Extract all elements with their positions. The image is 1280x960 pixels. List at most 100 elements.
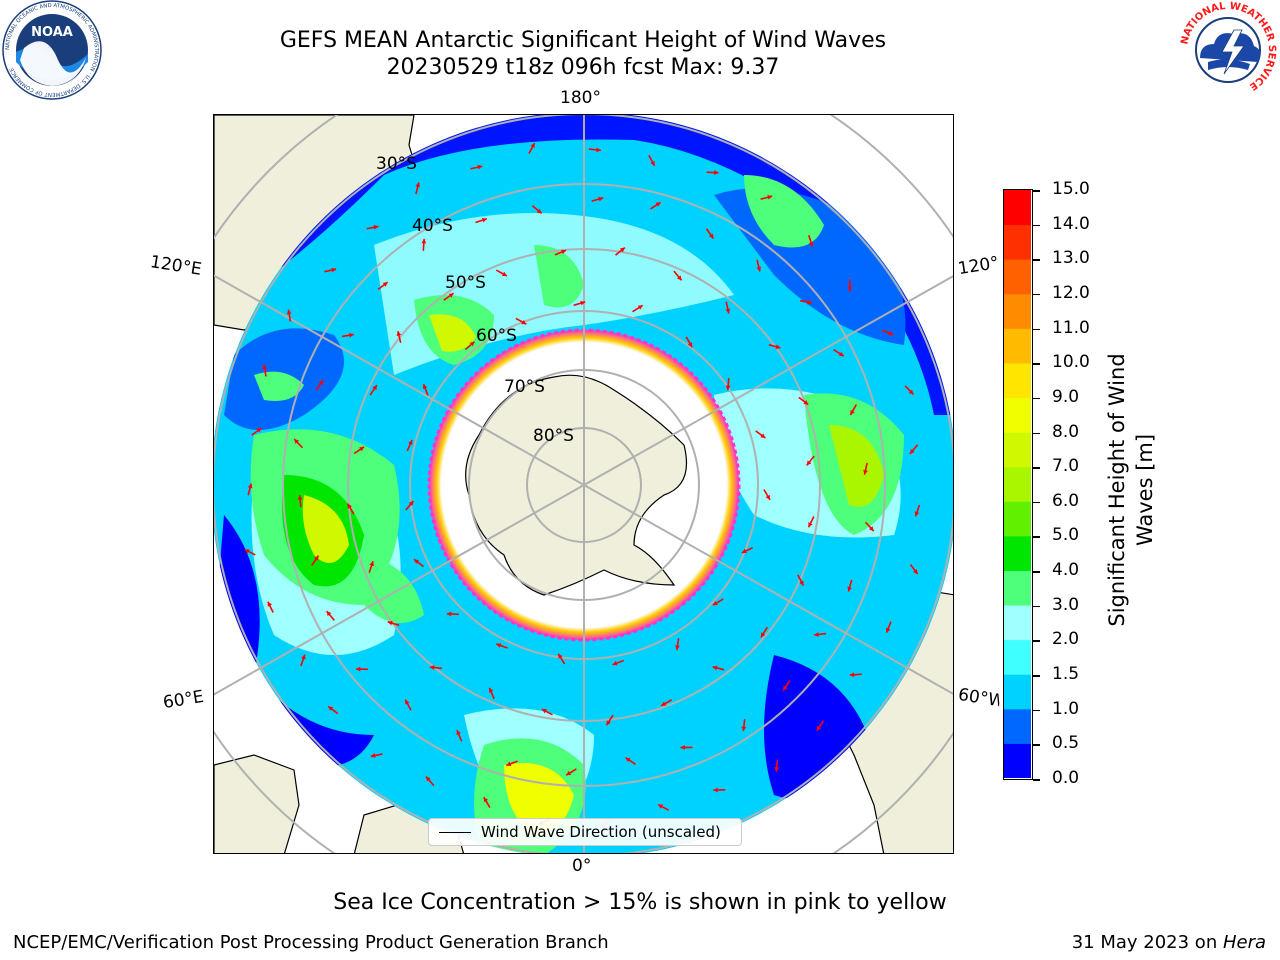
colorbar-tick-label: 5.0 <box>1052 525 1080 546</box>
wave-arrow-head <box>496 643 502 648</box>
wave-arrow-head <box>675 645 680 650</box>
colorbar-tick-label: 2.0 <box>1052 629 1080 650</box>
wave-arrow-head <box>885 627 891 633</box>
map-title: GEFS MEAN Antarctic Significant Height o… <box>279 28 887 53</box>
wave-arrow-head <box>267 601 272 607</box>
wave-arrow-head <box>913 569 918 575</box>
wave-arrow-head <box>712 665 718 671</box>
colorbar-band <box>1004 259 1031 295</box>
wave-arrow-head <box>725 308 731 314</box>
colorbar-tick <box>1033 190 1040 192</box>
wave-arrow-head <box>396 331 402 336</box>
wave-arrow-head <box>294 439 299 444</box>
wave-arrow-head <box>501 271 507 276</box>
wave-arrow-head <box>456 730 461 736</box>
wave-arrow-head <box>606 720 611 726</box>
wave-arrow-head <box>775 344 781 350</box>
wave-arrow-head <box>326 611 332 617</box>
wave-arrow-head <box>625 757 631 763</box>
colorbar-tick-label: 10.0 <box>1052 352 1090 373</box>
wave-arrow-head <box>712 600 718 606</box>
graticule <box>214 115 953 853</box>
colorbar-band <box>1004 293 1031 329</box>
wave-arrow-head <box>541 709 547 714</box>
wave-arrow-head <box>318 380 324 386</box>
wind-wave-arrows <box>244 142 921 829</box>
colorbar-band <box>1004 674 1031 710</box>
colorbar-tick <box>1033 467 1040 469</box>
colorbar-tick <box>1033 536 1040 538</box>
wave-arrow-head <box>619 247 625 253</box>
wave-arrow-head <box>488 687 494 693</box>
wave-arrow-head <box>847 586 852 592</box>
map-panel: 30°S 40°S 50°S 60°S 70°S 80°S <box>213 114 954 854</box>
colorbar-band <box>1004 190 1031 226</box>
footer-machine: Hera <box>1222 932 1266 953</box>
colorbar-tick <box>1033 259 1040 261</box>
sea-ice-note: Sea Ice Concentration > 15% is shown in … <box>333 890 947 915</box>
wave-arrow-head <box>349 332 354 338</box>
wave-arrow-head <box>741 548 747 554</box>
map-svg: 30°S 40°S 50°S 60°S 70°S 80°S <box>214 115 953 853</box>
wave-arrow-head <box>767 194 773 200</box>
colorbar-label: Significant Height of Wind Waves [m] <box>1100 330 1170 650</box>
colorbar-tick-label: 0.5 <box>1052 733 1080 754</box>
wave-arrow-head <box>661 701 667 706</box>
wave-arrow-head <box>422 384 428 390</box>
footer-date-text: 31 May 2023 on <box>1071 932 1223 953</box>
africa-land-west <box>214 754 300 853</box>
wave-arrow-head <box>469 341 475 347</box>
wave-arrow-head <box>483 797 489 803</box>
lon-label-180: 180° <box>560 88 601 108</box>
wave-arrow-head <box>741 726 747 732</box>
colorbar-band <box>1004 362 1031 399</box>
wave-arrow-head <box>301 654 306 660</box>
colorbar-band <box>1004 535 1031 571</box>
wave-arrow-head <box>247 483 253 489</box>
wave-arrow-head <box>506 761 512 767</box>
wave-arrow-head <box>908 389 914 395</box>
wave-arrow-head <box>561 249 567 255</box>
wave-arrow-head <box>355 666 361 672</box>
colorbar-tick-label: 3.0 <box>1052 594 1080 615</box>
wave-arrow-head <box>612 660 618 666</box>
colorbar-tick <box>1033 640 1040 642</box>
legend-label: Wind Wave Direction (unscaled) <box>481 823 721 841</box>
wave-arrow-head <box>774 766 780 772</box>
wave-arrow-head <box>405 699 410 705</box>
colorbar-tick <box>1033 571 1040 573</box>
footer-date: 31 May 2023 on Hera <box>1072 932 1266 953</box>
wave-arrow-head <box>847 286 853 292</box>
wave-arrow-head <box>806 460 812 466</box>
wave-arrow-head <box>713 787 718 793</box>
wave-arrow-head <box>314 555 319 561</box>
wave-arrow-head <box>369 561 374 567</box>
colorbar-band <box>1004 466 1031 502</box>
colorbar-tick <box>1033 709 1040 712</box>
wave-arrow-head <box>596 147 601 153</box>
colorbar-tick-label: 8.0 <box>1052 421 1080 442</box>
wave-arrow-head <box>838 351 844 357</box>
wave-arrow-head <box>598 196 604 202</box>
colorbar-tick <box>1033 779 1040 781</box>
wave-arrow-head <box>286 309 292 315</box>
lat-label-30s: 30°S <box>376 154 417 174</box>
colorbar-band <box>1004 570 1031 606</box>
wave-arrow-head <box>372 385 377 391</box>
wave-arrow-head <box>803 400 809 405</box>
wave-arrow-head <box>808 522 813 528</box>
wave-arrow-head <box>850 409 855 415</box>
wave-arrow-head <box>262 364 268 370</box>
map-legend: Wind Wave Direction (unscaled) <box>428 818 742 846</box>
wave-arrow-head <box>558 653 563 659</box>
wave-arrow-head <box>530 143 535 149</box>
colorbar-band <box>1004 432 1031 468</box>
wave-arrow-head <box>914 511 920 517</box>
colorbar-band <box>1004 605 1031 641</box>
lon-label-0: 0° <box>572 856 592 876</box>
lat-label-60s: 60°S <box>476 326 517 346</box>
wave-arrow-head <box>714 170 719 175</box>
colorbar-tick-label: 9.0 <box>1052 386 1080 407</box>
colorbar-tick-label: 1.0 <box>1052 698 1080 719</box>
wave-arrow-head <box>328 706 334 711</box>
